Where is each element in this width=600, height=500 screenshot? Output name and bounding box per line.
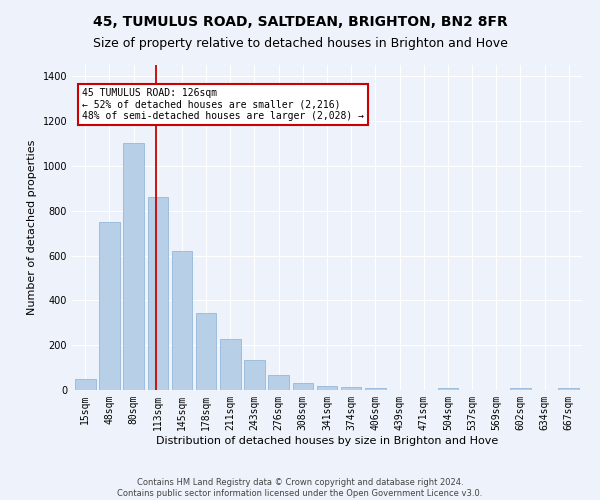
- Bar: [220, 339, 241, 390]
- Text: Size of property relative to detached houses in Brighton and Hove: Size of property relative to detached ho…: [92, 38, 508, 51]
- Bar: [148, 197, 168, 390]
- Bar: [172, 252, 192, 390]
- Bar: [244, 360, 265, 390]
- Bar: [293, 384, 313, 390]
- Bar: [99, 222, 120, 390]
- Bar: [268, 375, 289, 390]
- X-axis label: Distribution of detached houses by size in Brighton and Hove: Distribution of detached houses by size …: [156, 436, 498, 446]
- Bar: [124, 144, 144, 390]
- Bar: [196, 312, 217, 390]
- Bar: [75, 379, 95, 390]
- Bar: [365, 388, 386, 390]
- Text: 45, TUMULUS ROAD, SALTDEAN, BRIGHTON, BN2 8FR: 45, TUMULUS ROAD, SALTDEAN, BRIGHTON, BN…: [92, 15, 508, 29]
- Y-axis label: Number of detached properties: Number of detached properties: [27, 140, 37, 315]
- Bar: [341, 388, 361, 390]
- Text: 45 TUMULUS ROAD: 126sqm
← 52% of detached houses are smaller (2,216)
48% of semi: 45 TUMULUS ROAD: 126sqm ← 52% of detache…: [82, 88, 364, 121]
- Bar: [317, 386, 337, 390]
- Bar: [437, 388, 458, 390]
- Bar: [559, 388, 579, 390]
- Bar: [510, 388, 530, 390]
- Text: Contains HM Land Registry data © Crown copyright and database right 2024.
Contai: Contains HM Land Registry data © Crown c…: [118, 478, 482, 498]
